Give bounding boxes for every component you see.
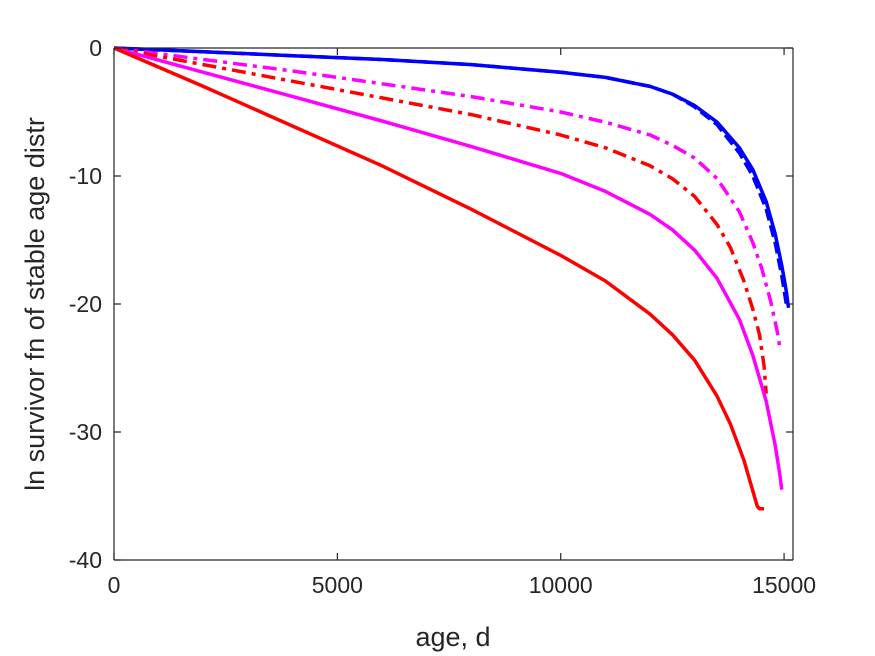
y-tick-label: -40 [69, 547, 102, 573]
x-tick-label: 15000 [752, 572, 816, 598]
series-line-4 [113, 46, 768, 394]
series-line-6 [113, 46, 764, 511]
plot-area [114, 48, 793, 560]
y-tick-label: -10 [69, 163, 102, 189]
y-tick-label: -30 [69, 419, 102, 445]
x-tick-label: 10000 [529, 572, 593, 598]
series-line-2 [113, 46, 789, 305]
x-tick-label: 5000 [312, 572, 363, 598]
series-group [113, 46, 791, 511]
series-line-5 [113, 46, 784, 490]
ticks-group: 0 5000 10000 15000 0 -10 -20 -30 -40 [69, 35, 816, 598]
y-axis-label: ln survivor fn of stable age distr [20, 117, 50, 491]
series-line-3 [113, 46, 782, 347]
y-tick-label: 0 [89, 35, 102, 61]
x-axis-label: age, d [415, 622, 490, 652]
y-tick-label: -20 [69, 291, 102, 317]
series-line-1 [113, 46, 791, 309]
x-tick-label: 0 [108, 572, 121, 598]
